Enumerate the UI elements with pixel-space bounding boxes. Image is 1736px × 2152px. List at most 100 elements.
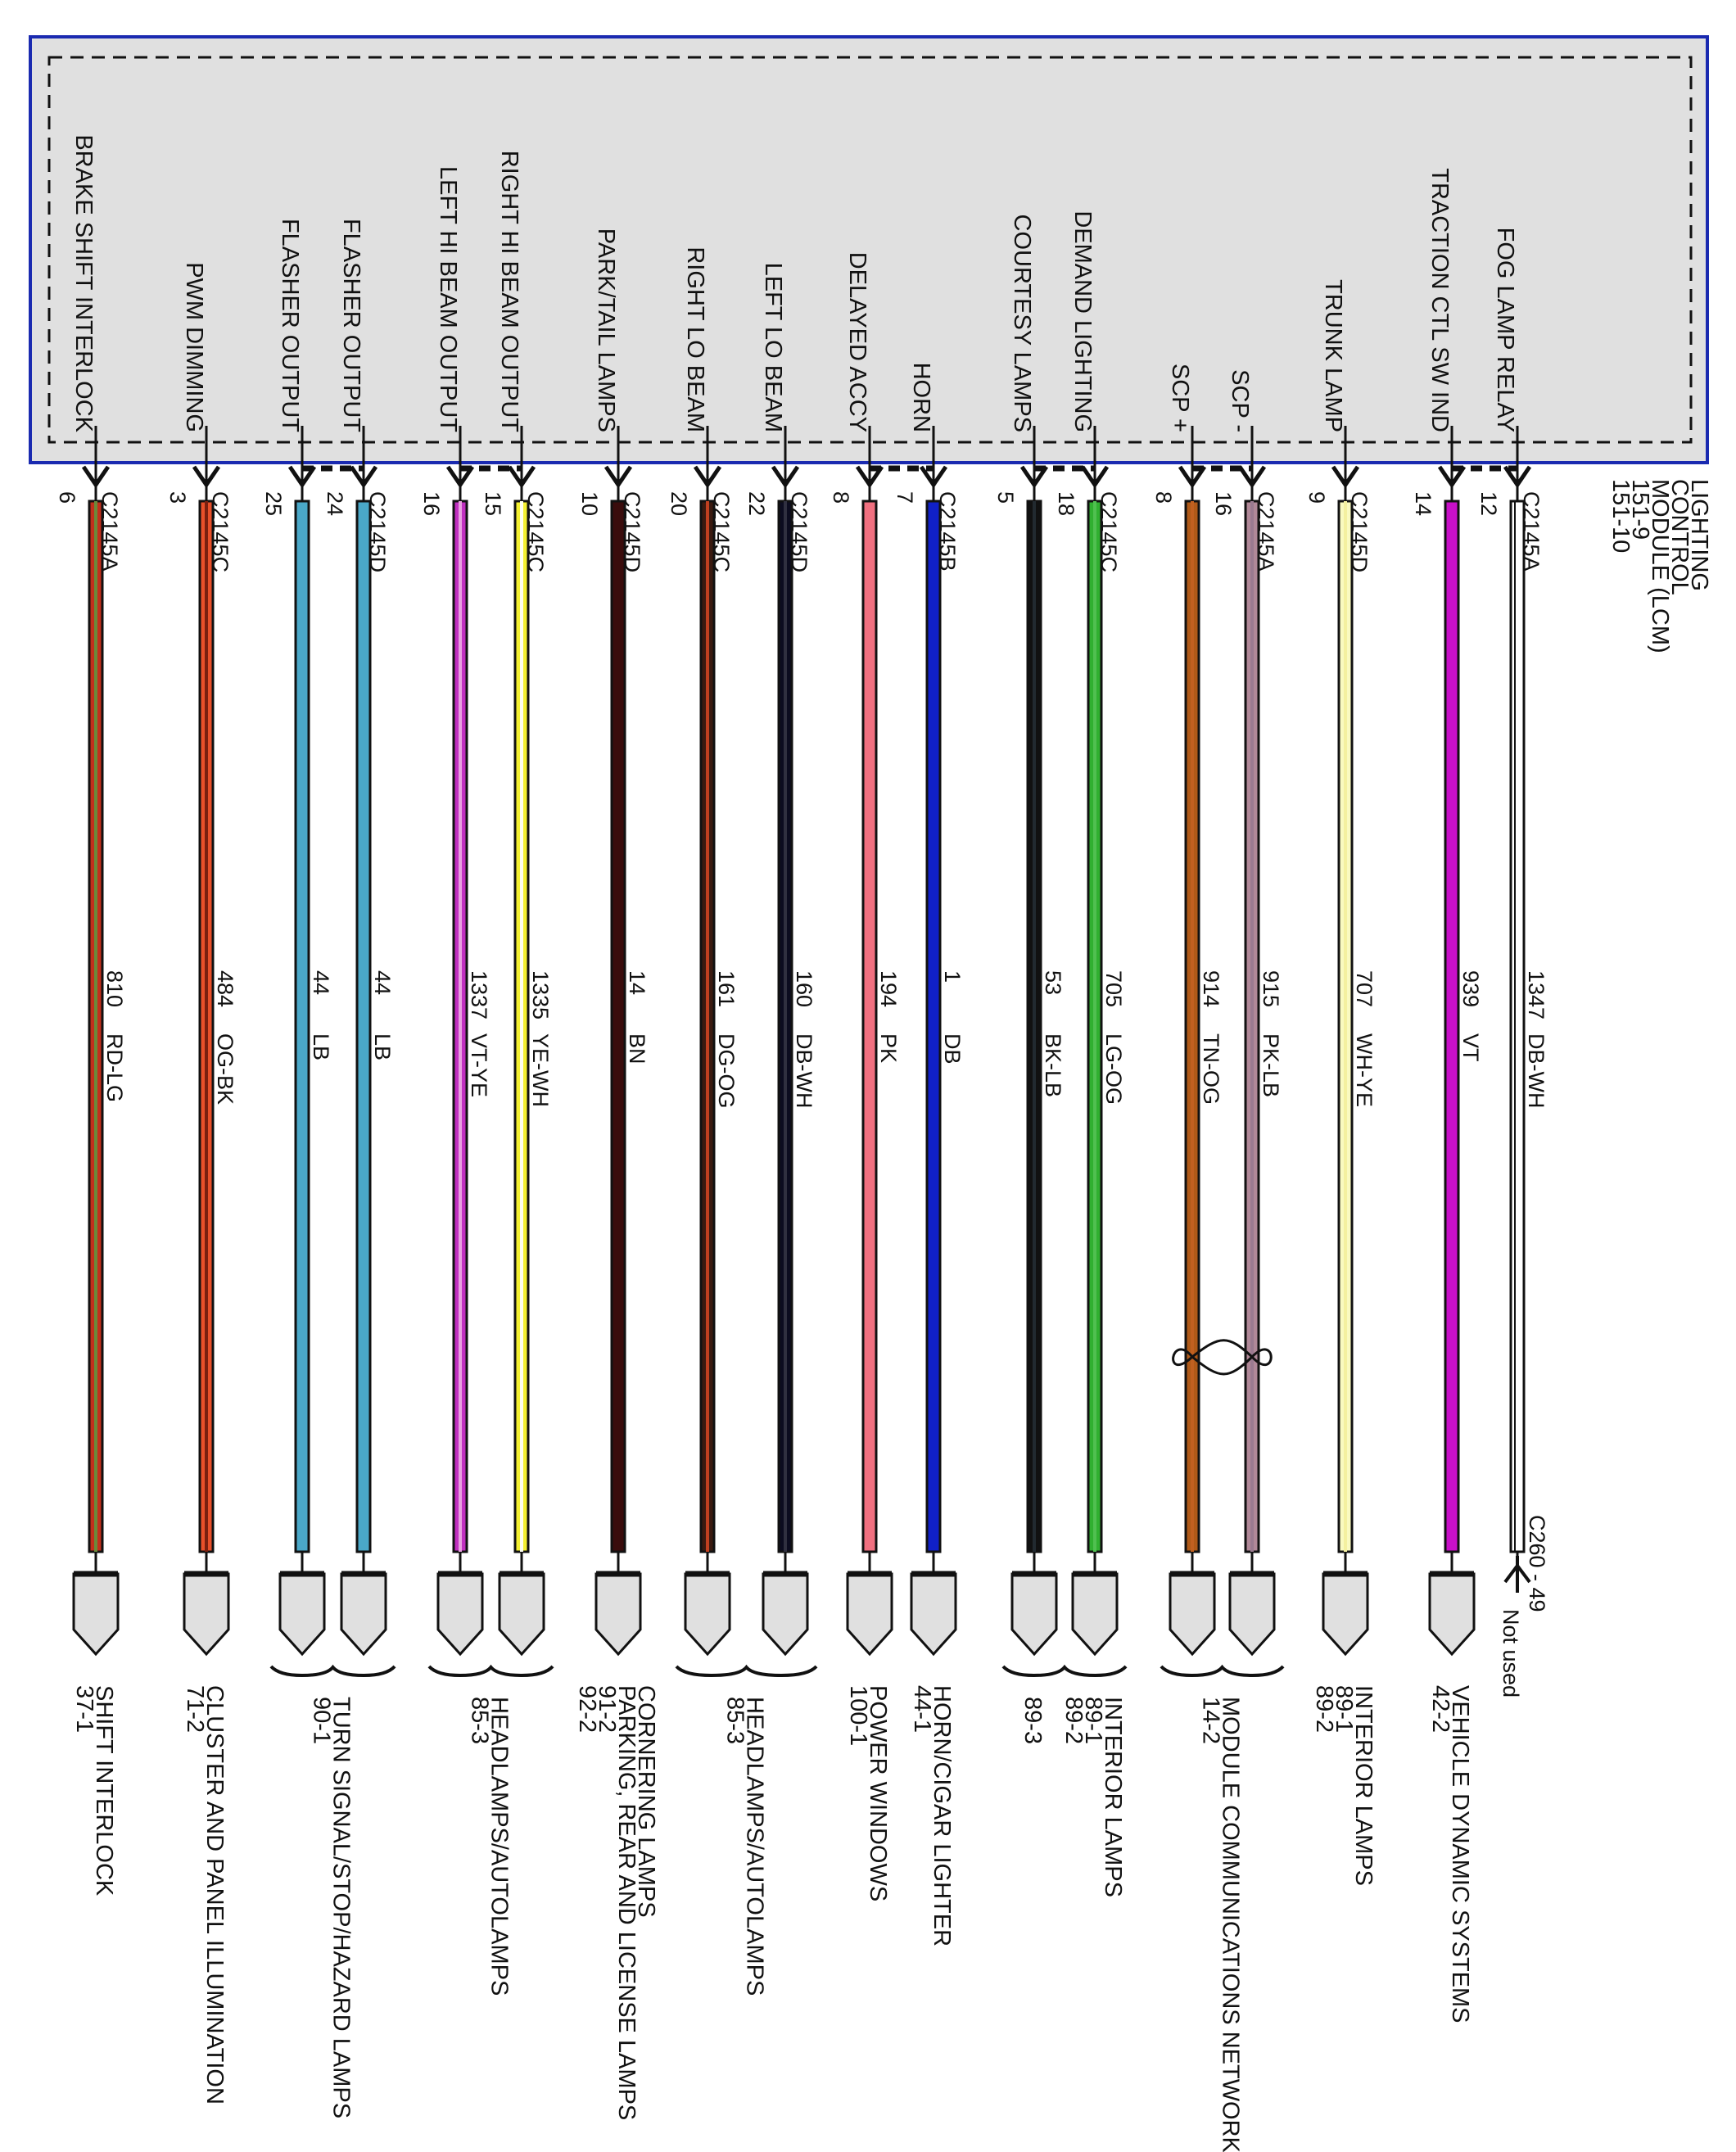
connector-terminal-icon [684,1572,731,1657]
wire-stripe [94,501,97,1552]
pin-arrow-icon [349,465,378,489]
wire-circuit: FLASHER OUTPUT 25 44 LB [261,219,333,1657]
pin-arrow-icon [604,465,633,489]
pin-number: 12 [1476,491,1501,516]
circuit-number: 14 [625,970,649,995]
destination-label: 89-3 [1019,1697,1046,1744]
wire-color-code: DG-OG [714,1033,739,1109]
unused-connector-label: C260 - 49 [1525,1515,1549,1612]
wire [925,500,942,1553]
wire-color-code: BN [625,1033,649,1065]
pin-number: 14 [1411,491,1435,516]
module-function-label: LEFT HI BEAM OUTPUT [435,166,461,432]
module-function-label: BRAKE SHIFT INTERLOCK [70,134,97,432]
destination-name: INTERIOR LAMPS [1100,1697,1126,1897]
circuit-number: 1 [940,970,965,983]
wire-color-code: BK-LB [1041,1033,1065,1097]
pin-arrow-icon [1503,465,1532,489]
destination-reference: 89-1 [1331,1685,1357,1733]
pin-arrow-icon [1080,465,1110,489]
module-function-label: HORN [908,363,934,432]
destination-name: INTERIOR LAMPS [1350,1685,1377,1886]
destination-name: 89-3 [1019,1697,1046,1744]
pin-arrow-icon [855,465,884,489]
pin-number: 18 [1054,491,1078,516]
destination-name: VEHICLE DYNAMIC SYSTEMS [1447,1685,1473,2023]
unused-termination: C260 - 49 Not used [1499,1515,1549,1698]
connector-terminal-icon [846,1572,893,1657]
wire-color-code: LB [370,1033,395,1060]
wire-color-code: DB-WH [792,1033,816,1108]
wire-color-code: PK-LB [1259,1033,1283,1097]
connector-terminal-icon [1010,1572,1058,1657]
pin-number: 16 [419,491,444,516]
pin-number: 7 [893,491,917,504]
destination-reference: 100-1 [845,1685,871,1746]
twisted-pair-icon [1172,1339,1273,1376]
destination-reference: 91-2 [594,1685,620,1733]
destination-reference: 71-2 [182,1685,208,1733]
destination-name: TURN SIGNAL/STOP/HAZARD LAMPS [328,1697,355,2118]
wire-color-code: RD-LG [102,1033,127,1102]
destination-reference: 44-1 [909,1685,935,1733]
pin-arrow-icon [693,465,722,489]
brace-icon [675,1664,818,1678]
circuit-number: 705 [1101,970,1126,1007]
wire-color-code: WH-YE [1352,1033,1377,1107]
connector-terminal-icon [910,1572,957,1657]
wire [861,500,878,1553]
wire-stripe [784,501,787,1552]
wire [1509,500,1526,1553]
connector-terminal-icon [436,1572,484,1657]
wire [355,500,372,1553]
pin-arrow-icon [1237,465,1267,489]
module-label-line: 151-9 [1627,479,1653,540]
module-label-line: LIGHTING [1686,479,1712,591]
module-function-label: FLASHER OUTPUT [277,219,303,432]
module-inner-dashed-outline [47,56,1693,444]
pin-arrow-icon [919,465,948,489]
pin-arrow-icon [1019,465,1049,489]
connector-terminal-icon [1169,1572,1216,1657]
wire-stripe [1191,501,1194,1552]
destination-reference: 89-1 [1080,1697,1106,1744]
destination-reference: PARKING, REAR AND LICENSE LAMPS [613,1685,640,2120]
pin-number: 16 [1211,491,1236,516]
module-function-label: COURTESY LAMPS [1009,215,1035,432]
connector-terminal-icon [1071,1572,1119,1657]
destination-reference: 42-2 [1427,1685,1453,1733]
destination-name: POWER WINDOWS [865,1685,891,1901]
circuit-number: 810 [102,970,127,1007]
wire-circuit: TRACTION CTL SW IND 14 939 VT [1411,168,1483,1657]
pin-number: 8 [1151,491,1176,504]
connector-terminal-icon [1428,1572,1476,1657]
pin-number: 20 [667,491,691,516]
connector-terminal-icon [594,1572,642,1657]
wire-circuit: DELAYED ACCY 8 194 PK [829,252,901,1657]
wire-stripe [1033,501,1036,1552]
circuit-number: 160 [792,970,816,1007]
circuit-number: 484 [213,970,237,1007]
destination-name: CLUSTER AND PANEL ILLUMINATION [201,1685,228,2105]
module-function-label: DELAYED ACCY [844,252,870,432]
wire-color-code: YE-WH [528,1033,553,1107]
pin-arrow-icon [192,465,221,489]
pin-arrow-icon [81,465,111,489]
destination-reference: 90-1 [309,1697,335,1744]
